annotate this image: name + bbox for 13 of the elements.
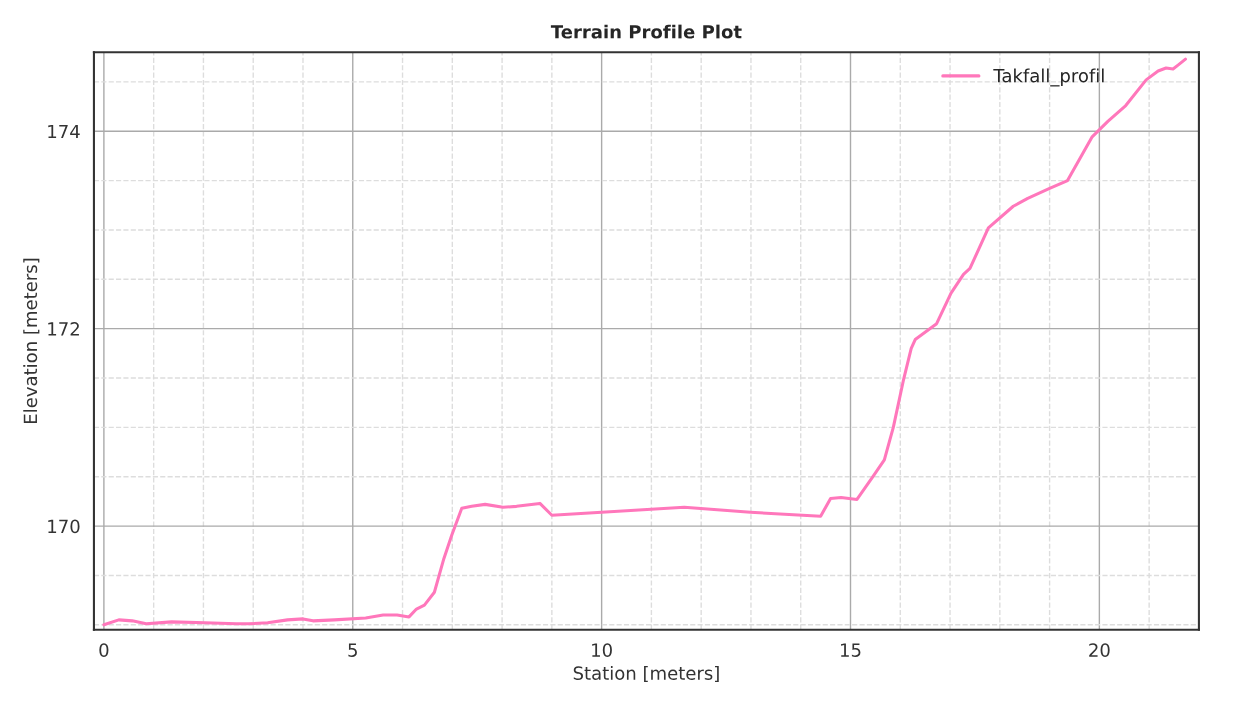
x-tick-label: 10: [592, 643, 612, 657]
legend-label: Takfall_profil: [993, 68, 1104, 87]
line-series: [102, 57, 1188, 627]
x-tick-label: 20: [1089, 643, 1110, 657]
x-tick-label: 5: [348, 643, 357, 657]
x-axis-title: Station [meters]: [573, 665, 719, 683]
x-tick-label: 15: [841, 643, 861, 657]
y-axis-title: Elevation [meters]: [23, 258, 40, 423]
x-tick-label: 0: [99, 643, 109, 657]
y-tick-label: 170: [48, 519, 80, 534]
y-tick-label: 174: [48, 124, 80, 139]
chart-title: Terrain Profile Plot: [550, 24, 742, 39]
y-tick-label: 172: [48, 322, 79, 336]
